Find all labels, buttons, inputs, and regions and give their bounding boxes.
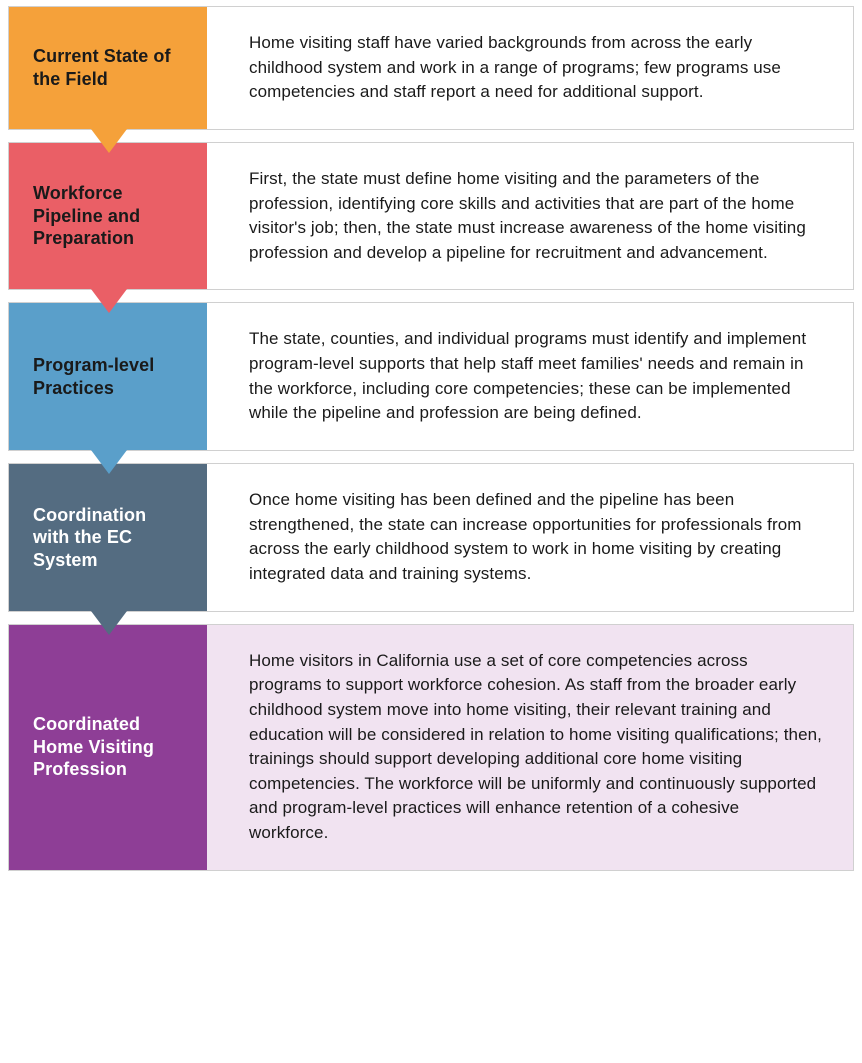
stage-description: Once home visiting has been defined and … [249,488,823,587]
stage-desc-col: The state, counties, and individual prog… [207,303,853,450]
stage-title: Program-level Practices [33,354,185,399]
stage-description: First, the state must define home visiti… [249,167,823,266]
stage-label-col: Program-level Practices [9,303,207,450]
stage-label-col: Coordinated Home Visiting Profession [9,625,207,870]
stage-desc-col: Once home visiting has been defined and … [207,464,853,611]
stage-desc-col: First, the state must define home visiti… [207,143,853,290]
stage-description: Home visiting staff have varied backgrou… [249,31,823,105]
stage-coordinated-profession: Coordinated Home Visiting Profession Home… [8,624,854,871]
stage-workforce-pipeline: Workforce Pipeline and Preparation First,… [8,142,854,291]
stage-description: The state, counties, and individual prog… [249,327,823,426]
down-arrow-icon [91,611,127,635]
stage-title: Coordinated Home Visiting Profession [33,713,185,781]
flowchart-container: Current State of the Field Home visiting … [8,6,854,871]
down-arrow-icon [91,289,127,313]
stage-label-col: Coordination with the EC System [9,464,207,611]
stage-current-state: Current State of the Field Home visiting … [8,6,854,130]
stage-label-col: Current State of the Field [9,7,207,129]
stage-title: Coordination with the EC System [33,504,185,572]
down-arrow-icon [91,450,127,474]
down-arrow-icon [91,129,127,153]
stage-program-practices: Program-level Practices The state, counti… [8,302,854,451]
stage-desc-col: Home visitors in California use a set of… [207,625,853,870]
stage-label-col: Workforce Pipeline and Preparation [9,143,207,290]
stage-desc-col: Home visiting staff have varied backgrou… [207,7,853,129]
stage-title: Workforce Pipeline and Preparation [33,182,185,250]
stage-coordination-ec: Coordination with the EC System Once home… [8,463,854,612]
stage-description: Home visitors in California use a set of… [249,649,823,846]
stage-title: Current State of the Field [33,45,185,90]
